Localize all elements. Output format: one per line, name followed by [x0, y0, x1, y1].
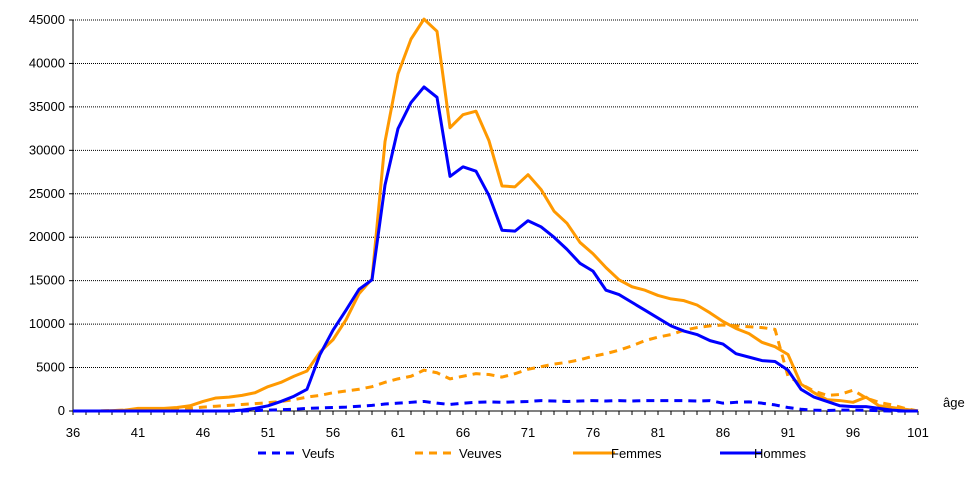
y-tick-labels: 0 5000 10000 15000 20000 25000 30000 35000 40000… [29, 12, 65, 418]
series-lines [73, 17, 919, 413]
y-tick-label: 35000 [29, 99, 65, 114]
x-tick-label: 61 [391, 425, 405, 440]
x-tick-label: 76 [586, 425, 600, 440]
x-tick-label: 66 [456, 425, 470, 440]
series-line-veuves [73, 323, 919, 413]
series-line-femmes [73, 17, 919, 413]
legend-label-veuves: Veuves [459, 446, 502, 461]
x-tick-label: 56 [326, 425, 340, 440]
y-tick-label: 20000 [29, 229, 65, 244]
x-axis-label: âge [943, 395, 965, 410]
x-tick-label: 46 [196, 425, 210, 440]
y-tick-label: 15000 [29, 273, 65, 288]
x-tick-label: 81 [651, 425, 665, 440]
x-tick-label: 41 [131, 425, 145, 440]
x-tick-label: 36 [66, 425, 80, 440]
legend: Veufs Veuves Femmes Hommes [258, 446, 807, 461]
x-tick-label: 51 [261, 425, 275, 440]
y-tick-label: 0 [58, 403, 65, 418]
x-tick-label: 86 [716, 425, 730, 440]
y-tick-label: 25000 [29, 186, 65, 201]
x-tick-label: 101 [907, 425, 929, 440]
y-tick-label: 40000 [29, 55, 65, 70]
x-tick-label: 96 [846, 425, 860, 440]
y-tick-label: 30000 [29, 142, 65, 157]
series-line-hommes [73, 85, 918, 413]
legend-label-hommes: Hommes [754, 446, 807, 461]
gridlines [73, 19, 918, 369]
y-tick-label: 5000 [36, 360, 65, 375]
x-tick-label: 71 [521, 425, 535, 440]
y-tick-label: 45000 [29, 12, 65, 27]
legend-label-veufs: Veufs [302, 446, 335, 461]
x-tick-label: 91 [781, 425, 795, 440]
axes [69, 19, 919, 415]
legend-label-femmes: Femmes [611, 446, 662, 461]
x-tick-labels: 36 41 46 51 56 61 66 71 76 81 86 91 96 101 [66, 425, 929, 440]
y-tick-label: 10000 [29, 316, 65, 331]
